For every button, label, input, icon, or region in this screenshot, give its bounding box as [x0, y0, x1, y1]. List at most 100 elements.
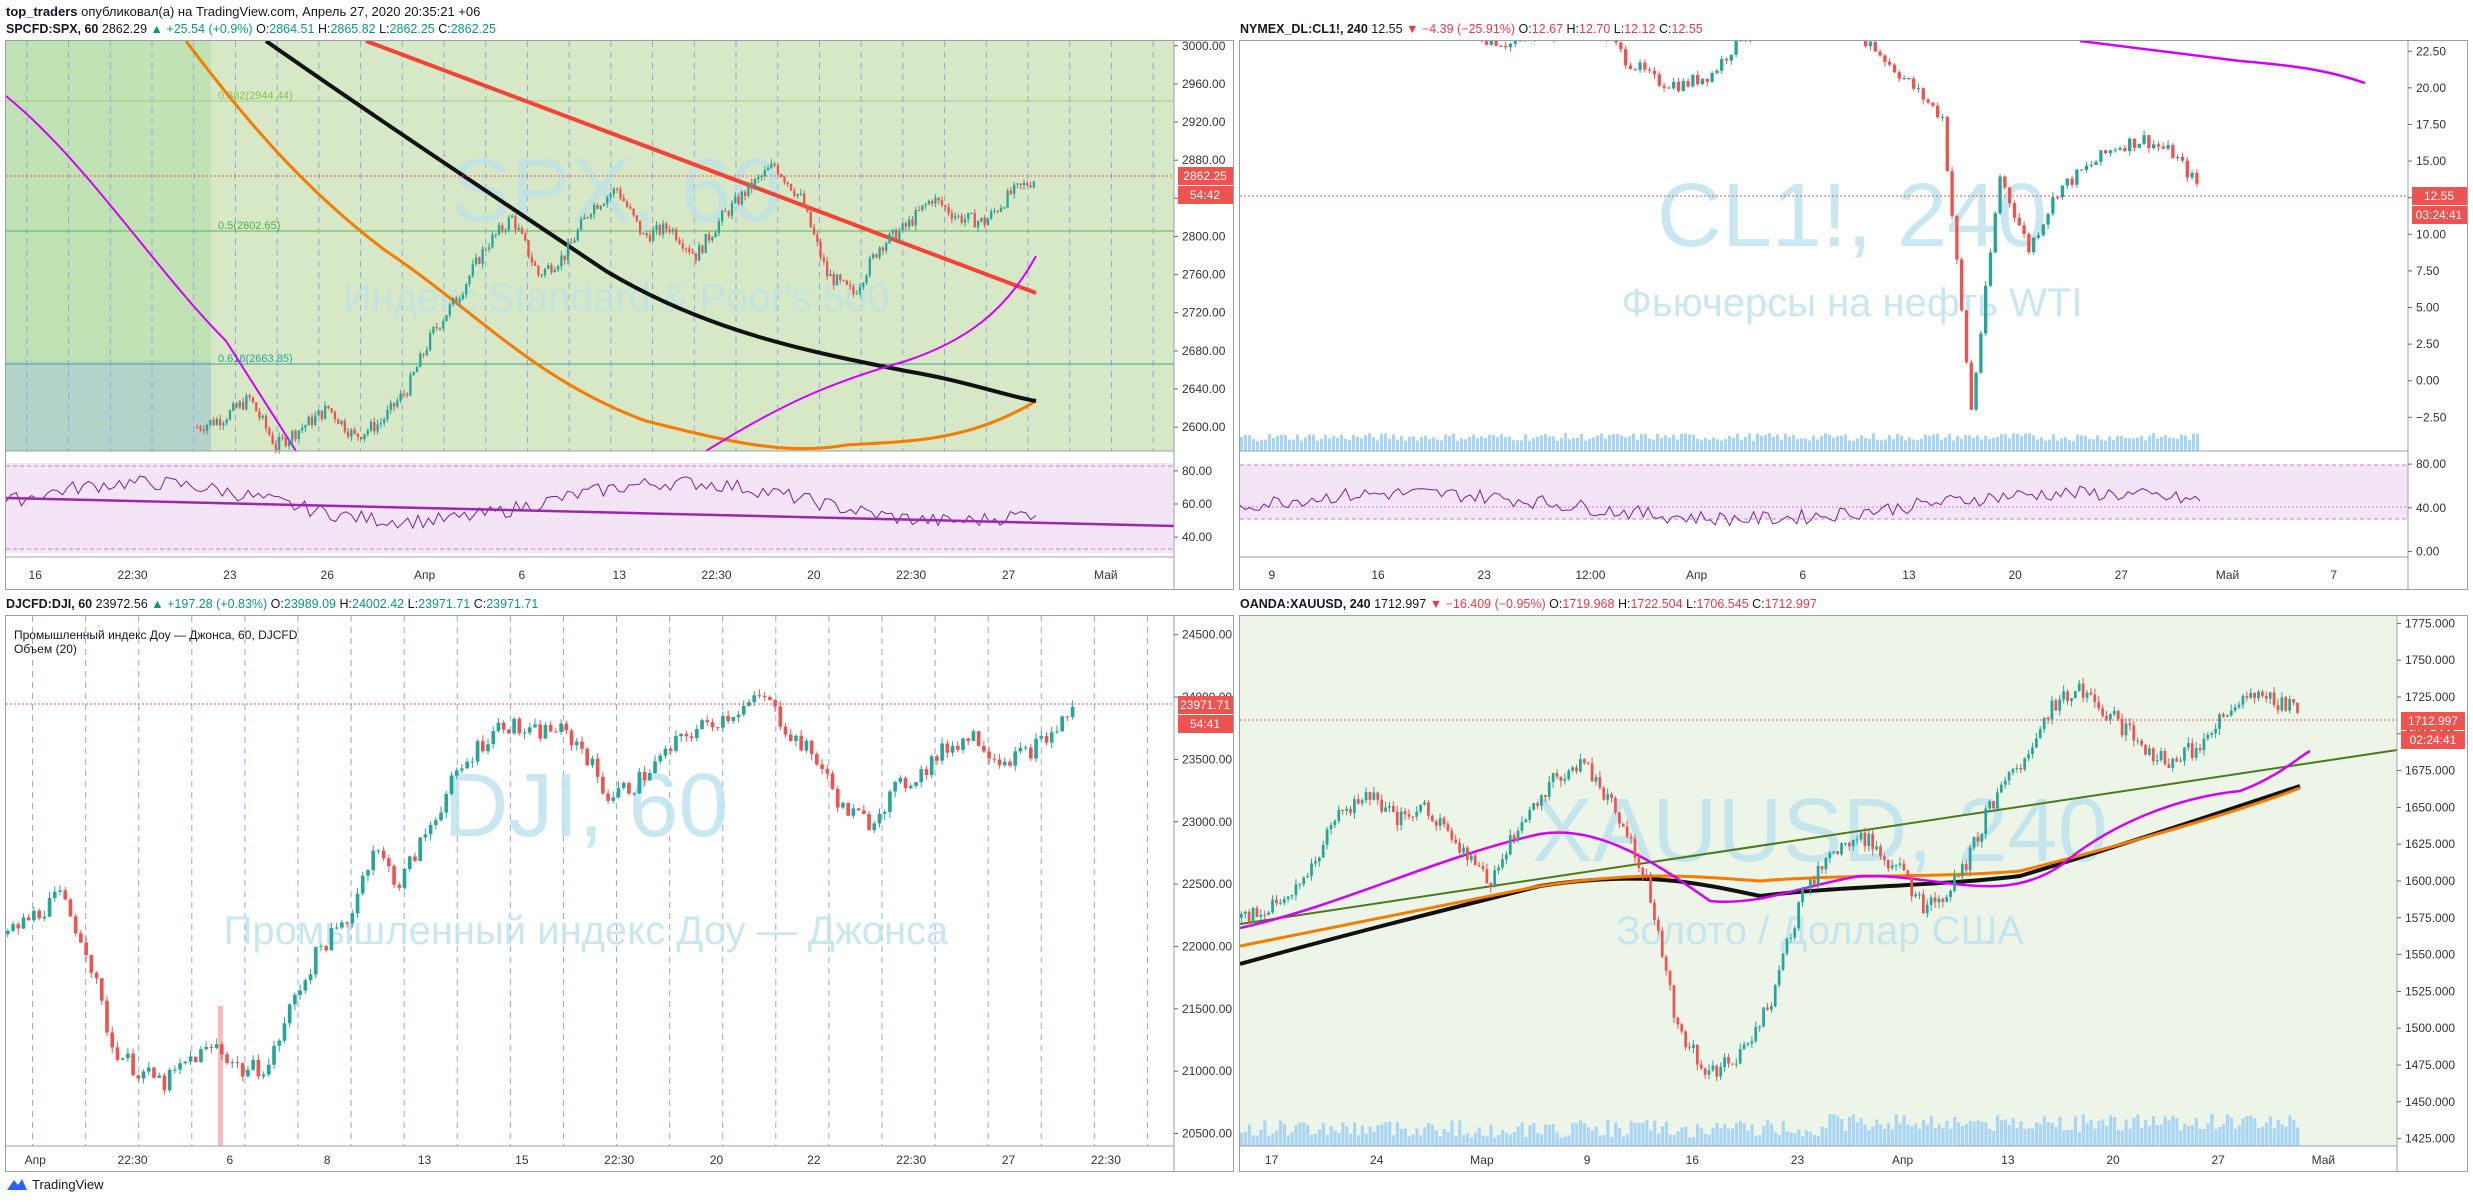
cl1-chart-panel[interactable]: CL1!, 240 Фьючерсы на нефть WTI 22.50 20.… — [1239, 3, 2468, 590]
candle-body — [590, 758, 595, 766]
publisher-name[interactable]: top_traders — [6, 4, 78, 19]
candle-body — [1013, 751, 1018, 766]
candle-body — [1715, 1065, 1719, 1077]
volume-bar — [1948, 433, 1951, 451]
cl1-price-axis[interactable]: 22.5020.0017.5015.0012.5010.007.505.002.… — [2408, 44, 2447, 424]
cl1-time-axis[interactable]: 9 16 23 12:00 Апр 6 13 20 27 Май 7 — [1269, 568, 2338, 582]
cl1-symbol[interactable]: NYMEX_DL:CL1!, 240 — [1240, 22, 1368, 36]
volume-bar — [1372, 437, 1375, 451]
volume-bar — [1633, 1123, 1637, 1146]
volume-bar — [1860, 435, 1863, 451]
time-tick-label: 26 — [321, 568, 335, 582]
volume-bar — [1688, 1137, 1692, 1146]
candle-body — [655, 225, 658, 231]
xau-chart[interactable]: XAUUSD, 240 Золото / Доллар США 1775.000… — [1239, 616, 2467, 1171]
dji-legend-title[interactable]: Промышленный индекс Доу — Джонса, 60, DJ… — [14, 628, 298, 642]
candle-body — [898, 230, 901, 241]
footer-brand[interactable]: TradingView — [6, 1176, 104, 1192]
volume-bar — [1732, 437, 1735, 451]
candle-body — [1614, 37, 1618, 43]
candle-body — [658, 225, 661, 235]
volume-bar — [1740, 440, 1743, 451]
candle-body — [881, 247, 885, 251]
candle-body — [812, 227, 816, 235]
rsi-tick-label: 60.00 — [1182, 497, 1212, 511]
time-tick-label: 22:30 — [896, 1153, 926, 1167]
candle-body — [471, 264, 474, 276]
candle-body — [1493, 870, 1497, 888]
xau-price-axis[interactable]: 1775.0001750.0001725.0001700.0001675.000… — [2397, 616, 2455, 1146]
volume-bar — [1456, 440, 1459, 451]
cl1-chart[interactable]: CL1!, 240 Фьючерсы на нефть WTI 22.5020.… — [1239, 3, 2467, 589]
volume-bar — [1692, 434, 1695, 451]
volume-bar — [1403, 1128, 1407, 1146]
dji-symbol[interactable]: DJCFD:DJI, 60 — [6, 597, 93, 611]
dji-chart[interactable]: DJI, 60 Промышленный индекс Доу — Джонса… — [6, 616, 1233, 1171]
candle-body — [990, 211, 993, 219]
spx-ma-magenta — [5, 95, 297, 452]
volume-bar — [1448, 436, 1451, 451]
candle-body — [2022, 225, 2026, 234]
spx-price-axis[interactable]: 3000.002960.002920.002880.002840.002800.… — [1174, 39, 1226, 434]
time-tick-label: 16 — [1686, 1153, 1700, 1167]
dji-chart-panel[interactable]: Промышленный индекс Доу — Джонса, 60, DJ… — [5, 615, 1234, 1172]
candle-body — [862, 282, 865, 288]
candle-body — [396, 400, 399, 407]
volume-bar — [1551, 1123, 1555, 1146]
volume-bar — [1863, 1124, 1867, 1146]
dji-session-lines — [32, 616, 1148, 1146]
candle-body — [2229, 710, 2233, 716]
candle-body — [193, 1056, 198, 1063]
volume-bar — [1560, 437, 1563, 451]
dji-time-axis[interactable]: Апр 22:30 6 8 13 15 22:30 20 22 22:30 27 22:30 — [25, 1153, 1122, 1167]
spx-chart-panel[interactable]: 0.382(2944.44) 0.5(2802.65) 0.618(2663.8… — [5, 39, 1234, 590]
candle-body — [419, 353, 422, 368]
candle-body — [1734, 35, 1738, 55]
volume-bar — [1548, 436, 1551, 451]
candle-body — [1018, 747, 1023, 752]
candle-body — [2237, 704, 2241, 708]
time-tick-label: Мар — [1470, 1153, 1494, 1167]
candle-body — [727, 211, 730, 216]
xau-time-axis[interactable]: 17 24 Мар 9 16 23 Апр 13 20 27 Май — [1265, 1153, 2335, 1167]
volume-bar — [1680, 1127, 1684, 1146]
volume-bar — [1762, 1125, 1766, 1146]
spx-time-axis[interactable]: 16 22:30 23 26 Апр 6 13 22:30 20 22:30 27 Май — [29, 568, 1118, 582]
candle-body — [653, 761, 657, 774]
candle-body — [601, 776, 605, 794]
candle-body — [2038, 729, 2042, 739]
volume-bar — [2280, 1124, 2284, 1146]
spx-symbol[interactable]: SPCFD:SPX, 60 — [6, 22, 99, 36]
volume-bar — [1524, 1137, 1528, 1146]
volume-bar — [1559, 1137, 1563, 1146]
volume-bar — [2184, 435, 2187, 451]
dji-title: DJCFD:DJI, 60 23972.56 ▲ +197.28 (+0.83%… — [6, 597, 539, 611]
volume-bar — [1341, 1122, 1345, 1146]
candle-body — [1384, 807, 1387, 812]
volume-bar — [1493, 1137, 1497, 1146]
candle-body — [1532, 803, 1536, 810]
volume-bar — [1892, 439, 1895, 451]
candle-body — [256, 1059, 261, 1077]
spx-fib-label-618: 0.618(2663.85) — [218, 353, 293, 365]
xau-chart-panel[interactable]: XAUUSD, 240 Золото / Доллар США 1775.000… — [1239, 615, 2468, 1172]
dji-legend-volume[interactable]: Объем (20) — [14, 642, 77, 656]
price-tick-label: 1600.000 — [2405, 874, 2455, 888]
volume-bar — [2164, 435, 2167, 451]
xau-symbol[interactable]: OANDA:XAUUSD, 240 — [1240, 597, 1371, 611]
volume-bar — [2044, 440, 2047, 451]
candle-body — [330, 408, 333, 412]
candle-body — [1427, 802, 1430, 816]
candle-body — [743, 191, 747, 196]
candle-body — [947, 206, 950, 214]
volume-bar — [1953, 1116, 1957, 1146]
volume-bar — [1348, 440, 1351, 451]
candle-body — [1629, 836, 1633, 839]
spx-chart[interactable]: 0.382(2944.44) 0.5(2802.65) 0.618(2663.8… — [5, 39, 1233, 589]
candle-body — [851, 808, 856, 816]
candle-body — [1240, 913, 1243, 918]
price-tick-label: 23000.00 — [1182, 815, 1232, 829]
candle-body — [1918, 894, 1921, 896]
